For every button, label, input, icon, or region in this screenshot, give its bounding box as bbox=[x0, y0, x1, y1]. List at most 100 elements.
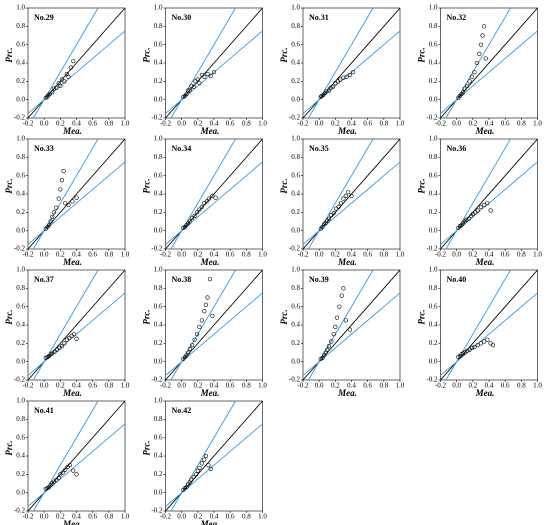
x-tick-label: 0.8 bbox=[517, 382, 526, 390]
y-tick-label: 1.0 bbox=[429, 266, 438, 274]
data-point bbox=[334, 206, 339, 211]
x-tick-label: 0.2 bbox=[468, 382, 477, 390]
x-tick-label: 0.8 bbox=[104, 251, 113, 259]
x-tick-label: 0.0 bbox=[177, 513, 186, 521]
data-point bbox=[74, 472, 79, 477]
data-point bbox=[191, 474, 196, 480]
data-point bbox=[62, 341, 67, 346]
y-tick-label: 0.0 bbox=[16, 226, 25, 234]
data-point bbox=[473, 210, 478, 215]
data-point bbox=[186, 88, 191, 93]
x-tick-label: 1.0 bbox=[258, 251, 267, 259]
y-tick-label: 1.0 bbox=[16, 397, 25, 405]
panel: -0.2 0.0 0.2 0.4 0.6 0.8 1.0 -0.2 0.0 0.2 0.4 0.6 0.… bbox=[279, 4, 405, 136]
data-point bbox=[50, 90, 55, 95]
panel: -0.2 0.0 0.2 0.4 0.6 0.8 1.0 -0.2 0.0 0.2 0.4 0.6 0.… bbox=[4, 4, 130, 136]
panel: -0.2 0.0 0.2 0.4 0.6 0.8 1.0 -0.2 0.0 0.2 0.4 0.6 0.… bbox=[417, 4, 543, 136]
data-point bbox=[469, 74, 475, 79]
data-point bbox=[66, 74, 71, 79]
reference-line bbox=[445, 7, 511, 119]
x-tick-label: 0.2 bbox=[468, 251, 477, 259]
reference-line bbox=[170, 269, 236, 381]
x-tick-label: 1.0 bbox=[258, 382, 267, 390]
y-tick-label: 0.6 bbox=[429, 40, 438, 48]
y-tick-label: 0.2 bbox=[154, 77, 163, 85]
x-tick-label: 0.4 bbox=[485, 251, 494, 259]
y-tick-label: 0.8 bbox=[16, 153, 25, 161]
data-point bbox=[197, 207, 202, 212]
x-tick-label: -0.2 bbox=[22, 251, 34, 259]
y-tick-label: -0.2 bbox=[151, 245, 163, 253]
data-point bbox=[197, 465, 202, 471]
panel-title: No.42 bbox=[172, 406, 192, 415]
data-point bbox=[199, 318, 204, 323]
x-tick-label: 0.8 bbox=[379, 120, 388, 128]
data-point bbox=[329, 339, 334, 344]
x-tick-label: 0.8 bbox=[104, 382, 113, 390]
x-tick-label: 0.0 bbox=[177, 382, 186, 390]
y-tick-label: 0.4 bbox=[16, 452, 25, 460]
data-point bbox=[210, 193, 215, 198]
data-point bbox=[58, 83, 63, 89]
data-point bbox=[326, 216, 331, 221]
y-tick-label: 0.8 bbox=[291, 22, 300, 30]
y-tick-label: 0.4 bbox=[291, 321, 300, 329]
panel-title: No.32 bbox=[447, 13, 467, 22]
y-axis-label: Prc. bbox=[417, 178, 427, 193]
y-tick-label: 0.8 bbox=[154, 153, 163, 161]
y-tick-label: -0.2 bbox=[151, 114, 163, 122]
panel: -0.2 0.0 0.2 0.4 0.6 0.8 1.0 -0.2 0.0 0.2 0.4 0.6 0.… bbox=[4, 266, 130, 398]
y-tick-label: 1.0 bbox=[154, 266, 163, 274]
y-tick-label: 0.0 bbox=[291, 357, 300, 365]
x-tick-label: 0.6 bbox=[88, 513, 97, 521]
data-point bbox=[213, 195, 218, 200]
data-point bbox=[199, 204, 204, 209]
x-tick-label: 0.6 bbox=[501, 382, 510, 390]
data-point bbox=[197, 324, 202, 329]
x-tick-label: -0.2 bbox=[297, 120, 309, 128]
y-tick-label: 0.4 bbox=[154, 321, 163, 329]
data-point bbox=[485, 337, 490, 342]
data-point bbox=[63, 467, 68, 472]
data-point bbox=[469, 345, 475, 351]
y-tick-label: 0.4 bbox=[429, 190, 438, 198]
data-point bbox=[490, 343, 496, 348]
y-axis-label: Prc. bbox=[4, 440, 14, 455]
data-point bbox=[71, 468, 76, 473]
data-point bbox=[465, 348, 470, 353]
y-tick-label: 0.4 bbox=[154, 452, 163, 460]
x-tick-label: 0.0 bbox=[315, 251, 324, 259]
x-axis-label: Mea. bbox=[62, 257, 82, 267]
x-axis-label: Mea. bbox=[475, 388, 495, 398]
x-tick-label: 0.2 bbox=[56, 120, 65, 128]
data-point bbox=[192, 337, 197, 342]
reference-line bbox=[33, 269, 99, 381]
y-tick-label: -0.2 bbox=[289, 245, 301, 253]
data-point bbox=[202, 309, 207, 314]
y-axis-label: Prc. bbox=[4, 47, 14, 62]
data-point bbox=[64, 337, 69, 342]
x-tick-label: 0.6 bbox=[501, 120, 510, 128]
x-tick-label: 1.0 bbox=[533, 382, 542, 390]
x-tick-label: 0.6 bbox=[88, 382, 97, 390]
data-point bbox=[341, 286, 346, 291]
x-tick-label: 0.4 bbox=[210, 513, 219, 521]
panel-title: No.40 bbox=[447, 275, 467, 284]
y-tick-label: -0.2 bbox=[14, 114, 26, 122]
x-tick-label: 0.2 bbox=[193, 382, 202, 390]
panel: -0.2 0.0 0.2 0.4 0.6 0.8 1.0 -0.2 0.0 0.2 0.4 0.6 0.… bbox=[142, 266, 268, 398]
y-tick-label: 0.2 bbox=[16, 339, 25, 347]
y-axis-label: Prc. bbox=[142, 47, 152, 62]
data-point bbox=[208, 466, 213, 471]
y-axis-label: Prc. bbox=[142, 178, 152, 193]
data-point bbox=[330, 84, 336, 89]
reference-line bbox=[170, 400, 236, 512]
data-point bbox=[325, 347, 330, 352]
data-point bbox=[343, 318, 348, 323]
y-tick-label: 1.0 bbox=[291, 135, 300, 143]
y-tick-label: 0.0 bbox=[291, 226, 300, 234]
data-point bbox=[207, 196, 212, 201]
x-tick-label: 0.8 bbox=[104, 120, 113, 128]
x-tick-label: 0.4 bbox=[347, 120, 356, 128]
x-tick-label: 0.0 bbox=[315, 382, 324, 390]
